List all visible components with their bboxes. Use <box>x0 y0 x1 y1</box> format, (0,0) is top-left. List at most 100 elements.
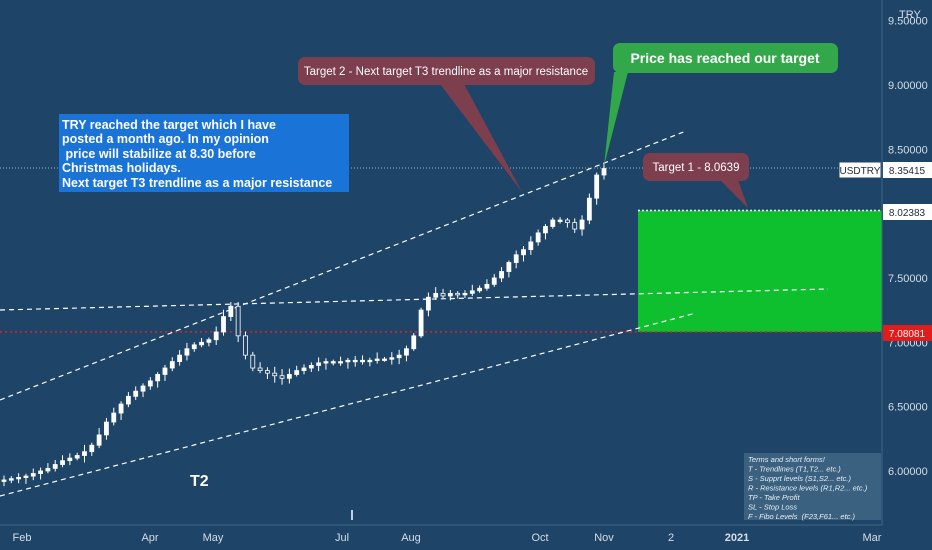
candle-body <box>345 359 351 363</box>
candle-body <box>433 292 439 298</box>
candle-body <box>184 348 190 356</box>
candle-body <box>565 219 570 224</box>
candle-body <box>425 296 431 311</box>
candle-body <box>308 365 314 369</box>
candle-body <box>462 292 468 296</box>
target2-callout-text: Target 2 - Next target T3 trendline as a… <box>304 66 588 78</box>
x-tick-label: Mar <box>863 532 882 544</box>
candle-body <box>323 361 329 364</box>
candle-body <box>221 316 226 333</box>
terms-legend-line-3: R - Resistance levels (R1,R2... etc.) <box>748 484 868 493</box>
info-line-3: price will stabilize at 8.30 before <box>62 147 256 161</box>
candle-body <box>257 367 263 371</box>
t2-label: T2 <box>190 473 209 490</box>
x-tick-label: 2 <box>668 532 674 544</box>
candle-body <box>111 412 117 423</box>
target-zone <box>638 210 882 332</box>
candle-body <box>513 254 519 263</box>
candle-body <box>586 197 592 221</box>
candle-body <box>199 341 204 346</box>
y-tick-label: 9.50000 <box>888 16 928 28</box>
trendline-upper <box>0 130 687 401</box>
terms-legend-line-1: T - Trendlines (T1,T2... etc.) <box>748 465 841 474</box>
reached-callout-text: Price has reached our target <box>630 50 819 66</box>
terms-legend-line-6: F - Fibo Levels (F23,F61... etc.) <box>748 512 855 521</box>
candle-body <box>206 339 212 343</box>
candle-body <box>133 390 139 397</box>
support-value-box <box>883 325 932 341</box>
terms-legend-line-4: TP - Take Profit <box>748 493 800 502</box>
candle-body <box>506 262 512 272</box>
candle-body <box>16 476 22 480</box>
candle-body <box>96 434 102 446</box>
candle-body <box>528 241 534 251</box>
candle-body <box>484 283 490 289</box>
candle-body <box>213 331 219 341</box>
candle-body <box>104 421 109 436</box>
zone-top-badge: 8.02383 <box>883 204 932 220</box>
support-badge: 7.08081 <box>883 325 932 341</box>
candle-body <box>74 455 80 459</box>
info-callout: TRY reached the target which I have post… <box>59 114 349 192</box>
candle-body <box>447 292 453 297</box>
candle-body <box>418 309 424 337</box>
info-line-4: Christmas holidays. <box>62 161 181 175</box>
candle-body <box>469 290 475 294</box>
candle-body <box>118 403 124 414</box>
info-line-2: posted a month ago. In my opinion <box>62 132 269 146</box>
candle-body <box>169 361 175 369</box>
y-tick-label: 7.50000 <box>888 273 928 285</box>
candle-body <box>228 305 234 317</box>
candle-body <box>330 361 336 364</box>
candle-body <box>67 457 73 462</box>
candle-body <box>338 361 343 364</box>
candle-body <box>30 473 36 477</box>
candle-body <box>543 226 548 234</box>
y-tick-label: 9.00000 <box>888 80 928 92</box>
candle-body <box>286 374 292 379</box>
currency-label: TRY <box>899 9 921 21</box>
current-price-value: 8.35415 <box>889 166 926 177</box>
zone-top-value-box <box>883 204 932 220</box>
candle-body <box>60 460 65 465</box>
zone-top-value: 8.02383 <box>889 208 926 219</box>
x-tick-label: Aug <box>401 532 421 544</box>
x-axis-ticks: Feb Apr May Jul Aug Oct Nov 2 2021 Mar <box>13 532 882 544</box>
y-tick-label: 6.50000 <box>888 402 928 414</box>
candle-body <box>572 222 578 230</box>
candle-body <box>155 374 161 382</box>
x-tick-label: Oct <box>531 532 548 544</box>
candle-body <box>594 174 600 199</box>
target1-callout-text: Target 1 - 8.0639 <box>653 162 740 174</box>
y-tick-label: 6.00000 <box>888 466 928 478</box>
candle-body <box>294 370 300 375</box>
candle-body <box>235 305 241 337</box>
candle-body <box>272 372 278 377</box>
terms-legend-line-5: SL - Stop Loss <box>748 503 797 512</box>
candle-body <box>367 359 373 363</box>
candle-body <box>440 292 446 297</box>
x-tick-label: Jul <box>335 532 349 544</box>
candle-body <box>140 385 146 392</box>
target1-callout-pointer <box>720 180 748 208</box>
candle-body <box>499 271 504 279</box>
candle-body <box>550 219 556 227</box>
candle-body <box>374 358 380 361</box>
candle-body <box>125 395 131 405</box>
candle-body <box>250 354 256 369</box>
candle-body <box>521 249 526 256</box>
candle-body <box>82 451 87 456</box>
current-price-symbol: USDTRY <box>840 166 881 177</box>
candle-body <box>557 219 563 222</box>
candle-body <box>301 367 307 371</box>
x-tick-label: Apr <box>141 532 158 544</box>
candle-body <box>8 478 14 481</box>
candle-body <box>243 335 248 356</box>
candle-body <box>477 287 483 292</box>
current-price-symbol-box <box>838 161 882 179</box>
candle-body <box>404 348 409 356</box>
terms-legend-box <box>744 453 881 520</box>
reached-callout-pointer <box>604 72 628 166</box>
